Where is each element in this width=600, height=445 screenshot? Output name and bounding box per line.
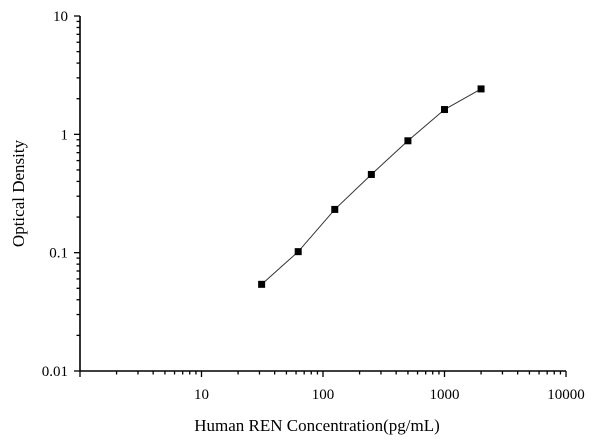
x-tick-label: 10 (194, 387, 209, 403)
series (258, 85, 485, 288)
data-point (404, 137, 412, 145)
data-point (258, 280, 266, 288)
data-point (294, 248, 302, 256)
y-tick-label: 0.01 (42, 364, 68, 380)
axes (79, 16, 566, 372)
y-tick-label: 10 (53, 9, 68, 25)
x-axis-title: Human REN Concentration(pg/mL) (194, 416, 440, 435)
y-tick-label: 1 (61, 127, 69, 143)
x-tick-label: 100 (312, 387, 335, 403)
data-point (331, 205, 339, 213)
y-tick-label: 0.1 (49, 246, 68, 262)
x-tick-label: 1000 (430, 387, 460, 403)
data-point (367, 170, 375, 178)
y-axis-ticks: 0.01 0.1 1 10 (42, 9, 80, 380)
x-axis-ticks: 10 100 1000 10000 (79, 371, 585, 403)
data-point (441, 106, 448, 114)
y-axis-title: Optical Density (9, 139, 28, 247)
x-tick-label: 10000 (547, 387, 585, 403)
series-line (261, 88, 482, 285)
data-point (477, 85, 485, 93)
